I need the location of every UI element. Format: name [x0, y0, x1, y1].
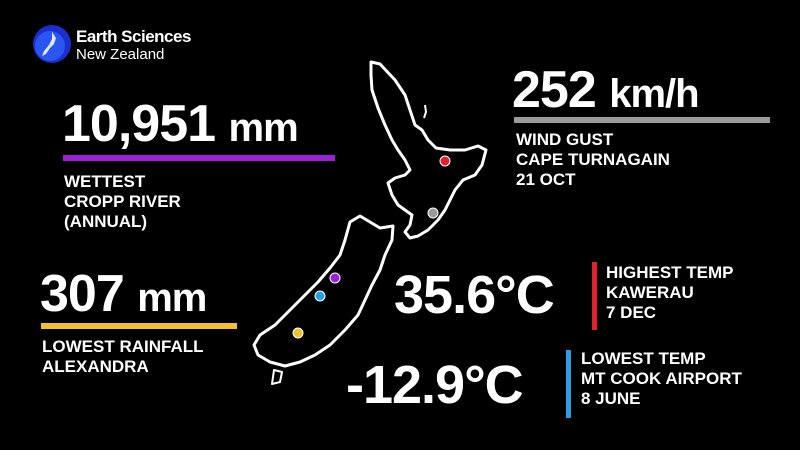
wettest-line: WETTEST	[64, 172, 146, 191]
highest-temp-line: HIGHEST TEMP	[606, 263, 734, 282]
cape-turnagain-dot	[427, 207, 439, 219]
wind-unit: km/h	[609, 72, 699, 116]
lowest-rainfall-bar	[41, 323, 237, 329]
lowest-temp-bar	[566, 350, 571, 418]
south-island-outline	[252, 214, 395, 368]
wettest-bar	[63, 155, 335, 161]
wind-number: 252	[512, 61, 597, 119]
north-island-outline	[369, 60, 488, 240]
lowest-rainfall-unit: mm	[137, 276, 207, 320]
highest-temp-bar	[592, 262, 597, 330]
logo-globe-icon	[33, 25, 71, 63]
lowest-temp-value: -12.9°C	[346, 355, 524, 415]
lowest-rainfall-value: 307 mm	[40, 265, 207, 323]
lowest-temp-line: 8 JUNE	[581, 389, 641, 408]
logo: Earth Sciences New Zealand	[32, 24, 232, 64]
wind-label: WIND GUST CAPE TURNAGAIN 21 OCT	[516, 130, 670, 190]
wettest-line: (ANNUAL)	[64, 212, 148, 231]
alexandra-dot	[292, 327, 304, 339]
highest-temp-line: 7 DEC	[606, 303, 657, 322]
kawerau-dot	[439, 155, 451, 167]
wind-bar	[514, 117, 770, 123]
wettest-number: 10,951	[62, 95, 216, 153]
highest-temp-line: KAWERAU	[606, 283, 694, 302]
lowest-rainfall-label: LOWEST RAINFALL ALEXANDRA	[42, 337, 203, 377]
highest-temp-label: HIGHEST TEMP KAWERAU 7 DEC	[606, 263, 734, 323]
wettest-unit: mm	[228, 106, 299, 150]
wettest-label: WETTEST CROPP RIVER (ANNUAL)	[64, 172, 181, 232]
mt-cook-dot	[314, 290, 326, 302]
lowest-rainfall-number: 307	[40, 265, 125, 323]
wind-line: CAPE TURNAGAIN	[516, 150, 670, 169]
stewart-island-outline	[271, 369, 283, 385]
lowest-temp-line: MT COOK AIRPORT	[581, 369, 742, 388]
cropp-river-dot	[329, 272, 341, 284]
lowest-temp-line: LOWEST TEMP	[581, 349, 706, 368]
logo-title: Earth Sciences	[76, 27, 191, 46]
wettest-line: CROPP RIVER	[64, 192, 181, 211]
wind-line: 21 OCT	[516, 170, 576, 189]
wettest-value: 10,951 mm	[62, 95, 299, 153]
wind-value: 252 km/h	[512, 61, 700, 119]
lowest-temp-label: LOWEST TEMP MT COOK AIRPORT 8 JUNE	[581, 349, 742, 409]
logo-subtitle: New Zealand	[76, 46, 165, 63]
highest-temp-value: 35.6°C	[394, 265, 555, 325]
lowest-rainfall-line: LOWEST RAINFALL	[42, 337, 204, 356]
lowest-rainfall-line: ALEXANDRA	[42, 357, 149, 376]
wind-line: WIND GUST	[516, 130, 614, 149]
